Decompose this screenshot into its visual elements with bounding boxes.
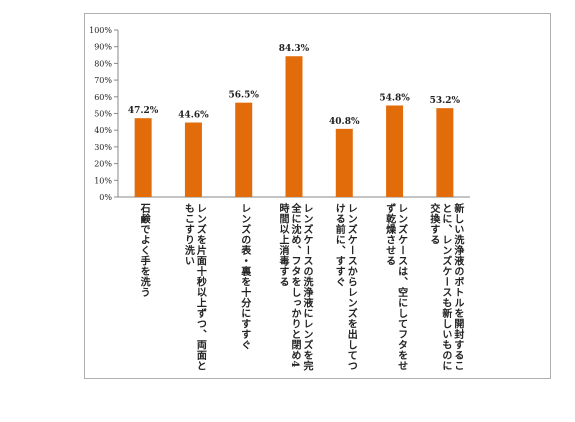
- y-tick-label: 100%: [89, 26, 112, 35]
- x-category-label: レンズケースからレンズを出してつける前に、すすぐ: [333, 203, 357, 371]
- bar: [386, 105, 404, 197]
- chart-frame: [84, 13, 551, 379]
- y-tick-label: 60%: [94, 93, 112, 102]
- bar: [335, 128, 353, 197]
- y-tick-label: 80%: [94, 59, 112, 68]
- y-tick-label: 90%: [94, 43, 112, 52]
- y-tick-label: 30%: [94, 143, 112, 152]
- data-label: 54.8%: [379, 93, 410, 103]
- bar: [235, 102, 253, 197]
- y-tick-label: 70%: [94, 76, 112, 85]
- data-label: 40.8%: [329, 117, 360, 127]
- y-tick-label: 10%: [94, 176, 112, 185]
- x-category-label: レンズケースは、空にしてフタをせず乾燥させる: [383, 203, 407, 371]
- x-category-label: 石鹸でよく手を洗う: [138, 203, 150, 298]
- y-tick-label: 0%: [99, 193, 112, 202]
- data-label: 53.2%: [430, 96, 461, 106]
- x-category-label: 新しい洗浄液のボトルを開封することに、レンズケースも新しいものに交換する: [427, 203, 463, 371]
- data-label: 84.3%: [279, 44, 310, 54]
- y-tick-label: 40%: [94, 126, 112, 135]
- x-category-label: レンズの表・裏を十分にすすぐ: [238, 203, 250, 350]
- x-category-label: レンズケースの洗浄液にレンズを完全に沈め、フタをしっかりと閉め4時間以上消毒する: [277, 203, 312, 371]
- bar: [436, 108, 454, 197]
- x-category-label: レンズを片面十秒以上ずつ、両面ともこすり洗い: [182, 203, 206, 371]
- bar: [184, 122, 202, 197]
- data-label: 44.6%: [178, 111, 209, 121]
- bar: [285, 56, 303, 198]
- data-label: 56.5%: [228, 91, 259, 101]
- bar: [134, 118, 152, 197]
- y-tick-label: 20%: [94, 160, 112, 169]
- data-label: 47.2%: [128, 106, 159, 116]
- y-tick-label: 50%: [94, 110, 112, 119]
